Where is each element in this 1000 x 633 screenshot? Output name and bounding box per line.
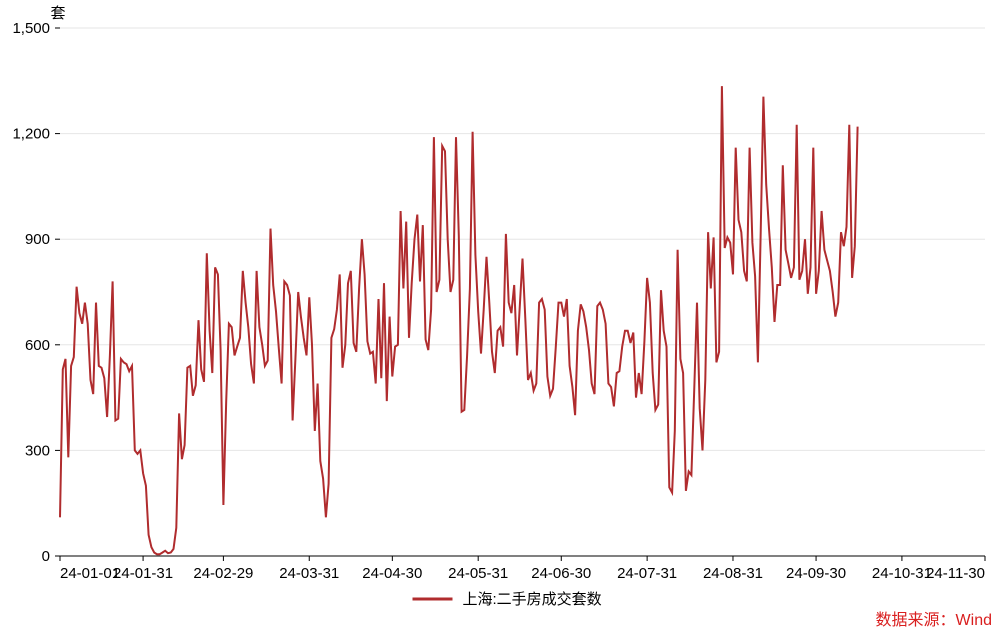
x-tick-label: 24-10-31 — [872, 565, 932, 582]
chart-container: 0 300 600 900 1,200 1,500套 24-01-0124-01-31 24-… — [0, 0, 1000, 633]
y-tick-label: 900 — [25, 231, 50, 248]
x-tick-label: 24-06-30 — [531, 565, 591, 582]
y-tick-label: 1,500 — [12, 20, 50, 37]
x-tick-label: 24-01-01 — [60, 565, 120, 582]
y-tick-label: 600 — [25, 337, 50, 354]
x-tick-label: 24-01-31 — [113, 565, 173, 582]
y-tick-label: 300 — [25, 442, 50, 459]
x-tick-label: 24-09-30 — [786, 565, 846, 582]
x-tick-label: 24-08-31 — [703, 565, 763, 582]
data-source: 数据来源：Wind — [876, 611, 992, 629]
legend-label: 上海:二手房成交套数 — [463, 590, 602, 608]
x-tick-label: 24-02-29 — [193, 565, 253, 582]
x-tick-label: 24-11-30 — [926, 565, 985, 582]
x-tick-label: 24-07-31 — [617, 565, 677, 582]
x-tick-label: 24-03-31 — [279, 565, 339, 582]
y-axis-label: 套 — [50, 5, 65, 22]
x-tick-label: 24-05-31 — [448, 565, 508, 582]
x-tick-label: 24-04-30 — [362, 565, 422, 582]
y-tick-label: 1,200 — [12, 126, 50, 143]
y-tick-label: 0 — [42, 548, 50, 565]
line-chart: 0 300 600 900 1,200 1,500套 24-01-0124-01-31 24-… — [0, 0, 1000, 633]
